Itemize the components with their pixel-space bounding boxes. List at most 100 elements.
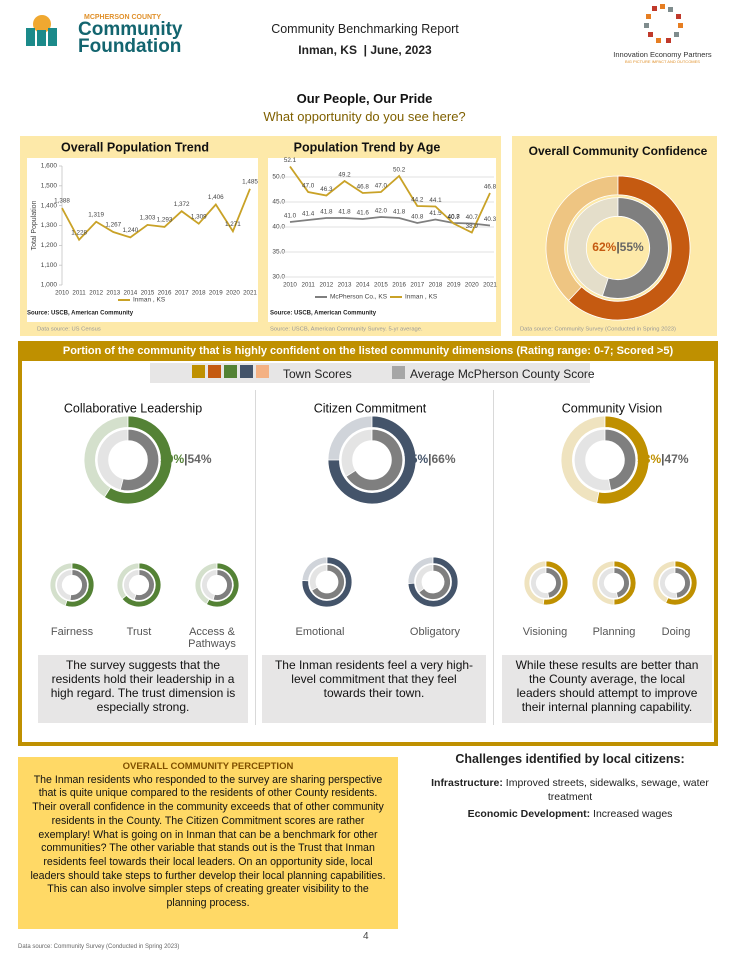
panel-divider [493, 390, 494, 725]
challenge-label: Infrastructure: [431, 777, 503, 789]
x-tick-label: 2015 [374, 282, 388, 289]
data-label: 38.9 [466, 223, 479, 230]
town-arc [64, 562, 95, 608]
county-score: 54% [188, 452, 212, 466]
panel-divider [255, 390, 256, 725]
town-arc [542, 560, 569, 606]
chart-title: Overall Community Confidence [529, 144, 708, 158]
chart-title: Doing [662, 626, 691, 638]
x-tick-label: 2020 [226, 290, 240, 297]
county-arc [311, 564, 345, 600]
chart-title: Overall Population Trend [61, 140, 209, 154]
x-tick-label: 2012 [319, 282, 333, 289]
chart-title: Collaborative Leadership [64, 401, 202, 415]
data-label: 1,309 [191, 213, 207, 220]
age-chart-bg [268, 158, 496, 322]
county-arc [119, 428, 160, 492]
chart-title: Fairness [51, 626, 94, 638]
county-arc [613, 567, 630, 599]
x-tick-label: 2013 [338, 282, 352, 289]
x-tick-label: 2017 [410, 282, 424, 289]
footer-source: Data source: Community Survey (Conducted… [18, 944, 180, 950]
data-label: 41.4 [302, 211, 315, 218]
county-score: 55% [620, 240, 644, 254]
perception-box: OVERALL COMMUNITY PERCEPTION The Inman r… [18, 757, 398, 929]
challenge-text: Increased wages [593, 808, 673, 820]
town-score: 75% [404, 452, 428, 466]
value-label: 59%|54% [160, 452, 212, 466]
chart-title: Emotional [296, 626, 345, 638]
data-label: 41.8 [338, 209, 351, 216]
separator: | [616, 240, 619, 254]
x-tick-label: 2013 [106, 290, 120, 297]
challenge-text: Improved streets, sidewalks, sewage, wat… [505, 777, 709, 803]
county-score: 66% [432, 452, 456, 466]
x-tick-label: 2014 [123, 290, 137, 297]
county-arc [674, 567, 691, 599]
county-arc [601, 197, 669, 299]
data-label: 1,485 [242, 178, 258, 185]
data-label: 40.8 [411, 214, 424, 221]
data-label: 1,406 [208, 194, 224, 201]
data-label: 41.8 [393, 209, 406, 216]
panel-text: The survey suggests that the residents h… [38, 655, 248, 723]
y-tick-label: 1,100 [41, 262, 58, 269]
data-label: 1,372 [174, 201, 190, 208]
partner-sub: BIG PICTURE IMPACT AND OUTCOMES [625, 59, 700, 64]
org-top: MCPHERSON COUNTY [84, 14, 162, 21]
data-label: 40.7 [448, 214, 461, 221]
data-label: 41.5 [429, 210, 442, 217]
legend-label: Inman , KS [405, 294, 438, 301]
heading-title: Our People, Our Pride [296, 91, 433, 106]
challenges-list: Infrastructure: Improved streets, sidewa… [420, 776, 720, 821]
y-tick-label: 35.0 [272, 249, 285, 256]
town-score: 62% [592, 240, 616, 254]
legend-swatch [224, 365, 237, 378]
data-label: 46.8 [484, 184, 497, 191]
data-label: 47.0 [302, 183, 315, 190]
value-label: 53%|47% [637, 452, 689, 466]
legend-swatch [240, 365, 253, 378]
chart-note: Source: USCB, American Community Survey.… [270, 327, 423, 333]
town-arc [121, 562, 162, 608]
data-label: 46.8 [357, 184, 370, 191]
data-label: 46.3 [320, 186, 333, 193]
y-tick-label: 1,300 [41, 222, 58, 229]
x-tick-label: 2014 [356, 282, 370, 289]
town-arc [665, 560, 698, 606]
data-label: 40.3 [484, 216, 497, 223]
y-tick-label: 1,600 [41, 163, 58, 170]
y-tick-label: 1,400 [41, 202, 58, 209]
county-arc [212, 569, 233, 601]
x-tick-label: 2021 [483, 282, 497, 289]
county-score: 47% [665, 452, 689, 466]
chart-title: Population Trend by Age [294, 140, 441, 154]
town-score: 59% [160, 452, 184, 466]
value-label: 62%|55% [592, 240, 644, 254]
data-label: 1,303 [140, 215, 156, 222]
county-arc [604, 428, 637, 491]
legend-swatch [256, 365, 269, 378]
x-tick-label: 2018 [192, 290, 206, 297]
x-tick-label: 2016 [158, 290, 172, 297]
org-name-1: Community [78, 19, 183, 40]
data-line [289, 216, 491, 227]
y-tick-label: 1,200 [41, 242, 58, 249]
town-arc [613, 560, 637, 606]
x-tick-label: 2019 [209, 290, 223, 297]
y-axis-label: Total Population [31, 200, 38, 250]
x-tick-label: 2020 [465, 282, 479, 289]
legend-swatch [192, 365, 205, 378]
chart-title: Trust [127, 626, 152, 638]
chart-note: Data source: US Census [37, 327, 101, 333]
chart-title: Citizen Commitment [314, 401, 427, 415]
chart-note: Data source: Community Survey (Conducted… [520, 327, 676, 333]
perception-title: OVERALL COMMUNITY PERCEPTION [122, 761, 294, 772]
foundation-logo-icon [26, 15, 57, 46]
x-tick-label: 2012 [89, 290, 103, 297]
chart-title: Visioning [523, 626, 567, 638]
chart-source: Source: USCB, American Community [270, 311, 377, 317]
challenges-title: Challenges identified by local citizens: [455, 752, 685, 766]
data-label: 1,267 [105, 222, 121, 229]
